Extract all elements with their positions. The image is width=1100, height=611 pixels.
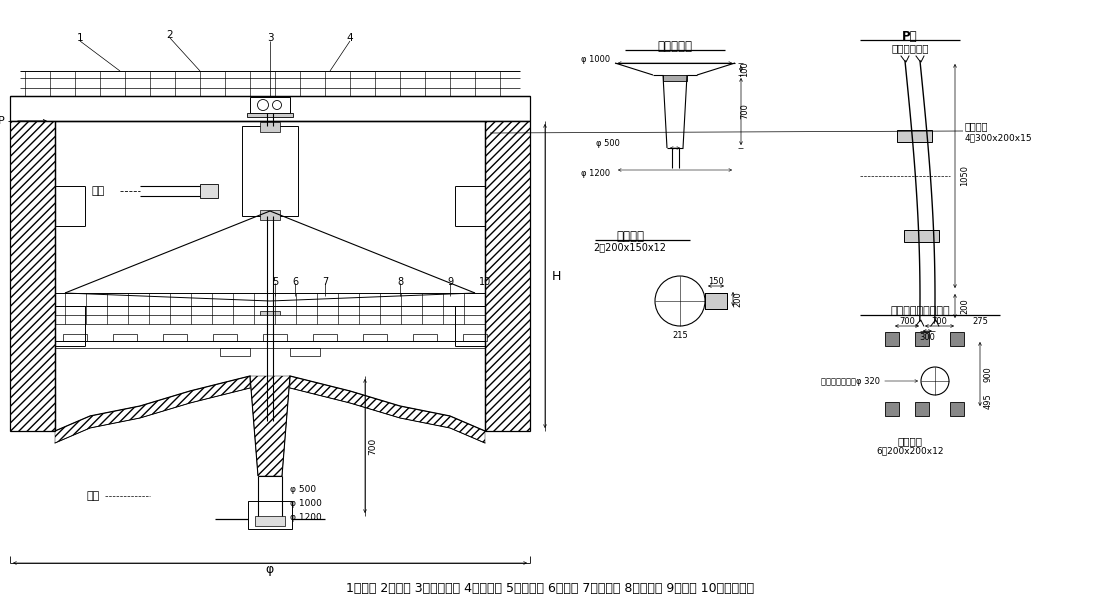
- Text: 泥坑预埋件: 泥坑预埋件: [658, 40, 693, 53]
- Bar: [463, 334, 487, 341]
- Text: 10: 10: [478, 277, 491, 287]
- Text: 3: 3: [266, 33, 273, 43]
- Bar: [263, 334, 287, 341]
- Text: 6: 6: [292, 277, 298, 287]
- Bar: [915, 402, 930, 416]
- Bar: [213, 334, 236, 341]
- Bar: [886, 402, 899, 416]
- Polygon shape: [55, 376, 250, 443]
- Text: 300: 300: [920, 334, 935, 343]
- Text: 预埋钔板: 预埋钔板: [898, 436, 923, 446]
- Text: 215: 215: [672, 332, 688, 340]
- Text: 预埋钔板: 预埋钔板: [616, 230, 644, 243]
- Text: 工作桥底预埋: 工作桥底预埋: [891, 43, 928, 53]
- Text: 9: 9: [447, 277, 453, 287]
- Bar: [904, 230, 938, 242]
- Bar: [290, 348, 320, 356]
- Text: φ 1000: φ 1000: [581, 56, 611, 65]
- Bar: [163, 334, 187, 341]
- Bar: [915, 332, 930, 346]
- Bar: [485, 121, 530, 431]
- Text: 8: 8: [397, 277, 403, 287]
- Bar: [255, 516, 285, 526]
- Text: 进水: 进水: [91, 186, 104, 196]
- Bar: [55, 315, 485, 324]
- Bar: [705, 293, 727, 309]
- Text: 预埋钔板: 预埋钔板: [965, 121, 989, 131]
- Text: φ 500: φ 500: [290, 485, 316, 494]
- Bar: [260, 122, 280, 132]
- Text: 4: 4: [346, 33, 353, 43]
- Text: 1050: 1050: [960, 166, 969, 186]
- Text: 6－200x200x12: 6－200x200x12: [877, 447, 944, 455]
- Text: 2: 2: [167, 30, 174, 40]
- Bar: [10, 96, 530, 121]
- Bar: [113, 334, 138, 341]
- Bar: [220, 348, 250, 356]
- Bar: [412, 334, 437, 341]
- Text: H: H: [552, 269, 561, 282]
- Text: 495: 495: [983, 393, 992, 409]
- Polygon shape: [290, 376, 485, 443]
- Text: 1、栏杆 2、主棁 3、传动装置 4、稳流筒 5、传动轴 6、拉杆 7、小刁板 8、挂泥板 9、刁臂 10、浓缩栅条: 1、栏杆 2、主棁 3、传动装置 4、稳流筒 5、传动轴 6、拉杆 7、小刁板 …: [345, 582, 755, 596]
- Text: 7: 7: [322, 277, 328, 287]
- Text: 275: 275: [972, 316, 988, 326]
- Text: 5: 5: [272, 277, 278, 287]
- Bar: [363, 334, 387, 341]
- Bar: [242, 126, 298, 216]
- Bar: [663, 75, 688, 81]
- Text: 200: 200: [734, 291, 742, 307]
- Text: 150: 150: [708, 277, 724, 285]
- Text: 排泥: 排泥: [87, 491, 100, 501]
- Bar: [950, 402, 964, 416]
- Bar: [260, 311, 280, 321]
- Bar: [314, 334, 337, 341]
- Bar: [10, 121, 55, 431]
- Text: 700: 700: [932, 316, 947, 326]
- Bar: [200, 184, 218, 198]
- Text: 2－200x150x12: 2－200x150x12: [594, 242, 667, 252]
- Text: 700: 700: [368, 437, 377, 455]
- Text: P: P: [0, 116, 6, 126]
- Text: 4－300x200x15: 4－300x200x15: [965, 133, 1033, 142]
- Polygon shape: [250, 376, 290, 476]
- Text: φ 1000: φ 1000: [290, 499, 322, 508]
- Bar: [898, 130, 932, 142]
- Bar: [55, 293, 485, 306]
- Text: 700: 700: [899, 316, 915, 326]
- Bar: [250, 97, 290, 113]
- Bar: [705, 293, 727, 309]
- Text: 1: 1: [77, 33, 84, 43]
- Bar: [260, 210, 280, 220]
- Text: 200: 200: [960, 298, 969, 314]
- Bar: [248, 113, 293, 117]
- Text: 混凝土工作桥预埋件: 混凝土工作桥预埋件: [890, 306, 949, 316]
- Text: 100: 100: [740, 61, 749, 77]
- Text: φ: φ: [266, 563, 274, 576]
- Bar: [886, 332, 899, 346]
- Text: φ 500: φ 500: [596, 139, 620, 147]
- Text: 池中心预留孔洞φ 320: 池中心预留孔洞φ 320: [821, 376, 880, 386]
- Text: 700: 700: [740, 103, 749, 119]
- Text: φ 1200: φ 1200: [581, 169, 611, 178]
- Text: φ 1200: φ 1200: [290, 513, 321, 522]
- Text: 900: 900: [983, 366, 992, 382]
- Bar: [248, 501, 292, 529]
- Text: P向: P向: [902, 29, 917, 43]
- Bar: [63, 334, 87, 341]
- Bar: [950, 332, 964, 346]
